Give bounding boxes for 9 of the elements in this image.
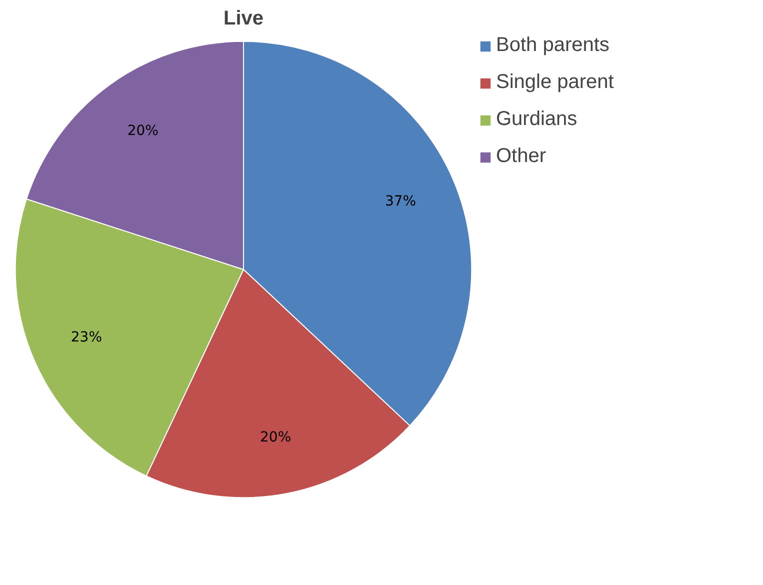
legend-label: Single parent [496, 71, 614, 94]
data-label: 20% [260, 430, 292, 446]
data-label: 20% [127, 123, 158, 140]
legend-label: Other [496, 145, 546, 168]
chart-title: Live [223, 8, 264, 30]
legend-label: Gurdians [496, 108, 578, 131]
legend-label: Both parents [496, 34, 610, 57]
data-label: 37% [384, 194, 416, 210]
data-label: 23% [70, 329, 102, 346]
